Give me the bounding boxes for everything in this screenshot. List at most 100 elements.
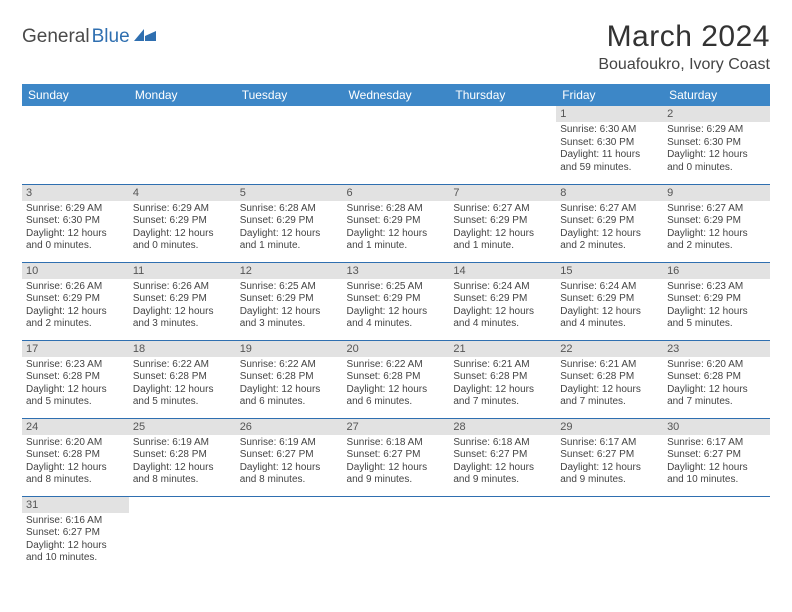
- calendar-cell: 2Sunrise: 6:29 AMSunset: 6:30 PMDaylight…: [663, 106, 770, 184]
- sunrise-text: Sunrise: 6:19 AM: [240, 437, 339, 450]
- calendar-cell: [236, 496, 343, 574]
- calendar-cell: 17 Sunrise: 6:23 AMSunset: 6:28 PMDayligh…: [22, 340, 129, 418]
- calendar-week-row: 10Sunrise: 6:26 AMSunset: 6:29 PMDayligh…: [22, 262, 770, 340]
- brand-flag-icon: [134, 27, 156, 48]
- calendar-cell: 3Sunrise: 6:29 AMSunset: 6:30 PMDaylight…: [22, 184, 129, 262]
- sunrise-text: Sunrise: 6:27 AM: [560, 203, 659, 216]
- sunset-text: Sunset: 6:28 PM: [26, 449, 125, 462]
- day-number: 26: [236, 419, 343, 435]
- sunrise-text: Sunrise: 6:21 AM: [560, 359, 659, 372]
- sunrise-text: Sunrise: 6:22 AM: [133, 359, 232, 372]
- sunset-text: Sunset: 6:29 PM: [26, 293, 125, 306]
- day-details: Sunrise: 6:19 AMSunset: 6:28 PMDaylight:…: [129, 435, 236, 491]
- day-number: 29: [556, 419, 663, 435]
- daylight-text: Daylight: 12 hours and 8 minutes.: [240, 462, 339, 487]
- sunrise-text: Sunrise: 6:20 AM: [667, 359, 766, 372]
- sunset-text: Sunset: 6:29 PM: [667, 293, 766, 306]
- day-number: 18: [129, 341, 236, 357]
- day-number: 4: [129, 185, 236, 201]
- day-details: Sunrise: 6:22 AMSunset: 6:28 PMDaylight:…: [236, 357, 343, 413]
- daylight-text: Daylight: 12 hours and 2 minutes.: [560, 228, 659, 253]
- daylight-text: Daylight: 12 hours and 9 minutes.: [560, 462, 659, 487]
- daylight-text: Daylight: 12 hours and 6 minutes.: [347, 384, 446, 409]
- day-details: Sunrise: 6:27 AMSunset: 6:29 PMDaylight:…: [449, 201, 556, 257]
- sunrise-text: Sunrise: 6:25 AM: [347, 281, 446, 294]
- day-number: 9: [663, 185, 770, 201]
- day-details: Sunrise: 6:22 AMSunset: 6:28 PMDaylight:…: [129, 357, 236, 413]
- calendar-cell: 6Sunrise: 6:28 AMSunset: 6:29 PMDaylight…: [343, 184, 450, 262]
- daylight-text: Daylight: 11 hours and 59 minutes.: [560, 149, 659, 174]
- sunrise-text: Sunrise: 6:20 AM: [26, 437, 125, 450]
- day-number: 21: [449, 341, 556, 357]
- weekday-header: Sunday: [22, 84, 129, 106]
- sunset-text: Sunset: 6:29 PM: [560, 293, 659, 306]
- calendar-cell: 11Sunrise: 6:26 AMSunset: 6:29 PMDayligh…: [129, 262, 236, 340]
- weekday-header: Friday: [556, 84, 663, 106]
- sunset-text: Sunset: 6:27 PM: [240, 449, 339, 462]
- day-number: 24: [22, 419, 129, 435]
- sunset-text: Sunset: 6:29 PM: [453, 293, 552, 306]
- day-number: 15: [556, 263, 663, 279]
- sunset-text: Sunset: 6:30 PM: [26, 215, 125, 228]
- calendar-cell: 29Sunrise: 6:17 AMSunset: 6:27 PMDayligh…: [556, 418, 663, 496]
- day-details: Sunrise: 6:29 AMSunset: 6:29 PMDaylight:…: [129, 201, 236, 257]
- daylight-text: Daylight: 12 hours and 3 minutes.: [240, 306, 339, 331]
- calendar-cell: 5Sunrise: 6:28 AMSunset: 6:29 PMDaylight…: [236, 184, 343, 262]
- month-title: March 2024: [598, 20, 770, 54]
- calendar-cell: 13Sunrise: 6:25 AMSunset: 6:29 PMDayligh…: [343, 262, 450, 340]
- day-number: 23: [663, 341, 770, 357]
- sunset-text: Sunset: 6:28 PM: [240, 371, 339, 384]
- calendar-table: SundayMondayTuesdayWednesdayThursdayFrid…: [22, 84, 770, 574]
- day-details: Sunrise: 6:26 AMSunset: 6:29 PMDaylight:…: [22, 279, 129, 335]
- day-number: 12: [236, 263, 343, 279]
- calendar-week-row: 31Sunrise: 6:16 AMSunset: 6:27 PMDayligh…: [22, 496, 770, 574]
- day-details: Sunrise: 6:17 AMSunset: 6:27 PMDaylight:…: [556, 435, 663, 491]
- sunrise-text: Sunrise: 6:24 AM: [453, 281, 552, 294]
- daylight-text: Daylight: 12 hours and 0 minutes.: [667, 149, 766, 174]
- calendar-cell: [236, 106, 343, 184]
- calendar-cell: 8Sunrise: 6:27 AMSunset: 6:29 PMDaylight…: [556, 184, 663, 262]
- sunrise-text: Sunrise: 6:19 AM: [133, 437, 232, 450]
- calendar-cell: 1Sunrise: 6:30 AMSunset: 6:30 PMDaylight…: [556, 106, 663, 184]
- brand-part2: Blue: [92, 26, 130, 48]
- day-details: Sunrise: 6:21 AMSunset: 6:28 PMDaylight:…: [449, 357, 556, 413]
- day-details: Sunrise: 6:20 AMSunset: 6:28 PMDaylight:…: [22, 435, 129, 491]
- day-number: 7: [449, 185, 556, 201]
- day-details: Sunrise: 6:20 AMSunset: 6:28 PMDaylight:…: [663, 357, 770, 413]
- day-details: Sunrise: 6:25 AMSunset: 6:29 PMDaylight:…: [343, 279, 450, 335]
- day-details: Sunrise: 6:27 AMSunset: 6:29 PMDaylight:…: [663, 201, 770, 257]
- sunrise-text: Sunrise: 6:22 AM: [347, 359, 446, 372]
- calendar-cell: 23Sunrise: 6:20 AMSunset: 6:28 PMDayligh…: [663, 340, 770, 418]
- day-number-empty: [343, 106, 450, 122]
- calendar-cell: 21Sunrise: 6:21 AMSunset: 6:28 PMDayligh…: [449, 340, 556, 418]
- day-number: 13: [343, 263, 450, 279]
- daylight-text: Daylight: 12 hours and 9 minutes.: [453, 462, 552, 487]
- day-number: 17: [22, 341, 129, 357]
- sunset-text: Sunset: 6:28 PM: [347, 371, 446, 384]
- daylight-text: Daylight: 12 hours and 5 minutes.: [26, 384, 125, 409]
- calendar-week-row: 17Sunrise: 6:23 AMSunset: 6:28 PMDayligh…: [22, 340, 770, 418]
- sunset-text: Sunset: 6:28 PM: [667, 371, 766, 384]
- sunset-text: Sunset: 6:28 PM: [133, 371, 232, 384]
- sunset-text: Sunset: 6:29 PM: [453, 215, 552, 228]
- calendar-cell: 28Sunrise: 6:18 AMSunset: 6:27 PMDayligh…: [449, 418, 556, 496]
- day-number: 30: [663, 419, 770, 435]
- sunrise-text: Sunrise: 6:27 AM: [453, 203, 552, 216]
- sunset-text: Sunset: 6:29 PM: [133, 215, 232, 228]
- calendar-cell: [449, 106, 556, 184]
- daylight-text: Daylight: 12 hours and 2 minutes.: [667, 228, 766, 253]
- sunset-text: Sunset: 6:27 PM: [453, 449, 552, 462]
- sunrise-text: Sunrise: 6:28 AM: [240, 203, 339, 216]
- day-number-empty: [236, 106, 343, 122]
- sunrise-text: Sunrise: 6:23 AM: [26, 359, 125, 372]
- sunset-text: Sunset: 6:28 PM: [26, 371, 125, 384]
- daylight-text: Daylight: 12 hours and 1 minute.: [240, 228, 339, 253]
- sunset-text: Sunset: 6:27 PM: [560, 449, 659, 462]
- calendar-cell: [129, 106, 236, 184]
- calendar-cell: [663, 496, 770, 574]
- calendar-cell: [343, 106, 450, 184]
- calendar-cell: 12Sunrise: 6:25 AMSunset: 6:29 PMDayligh…: [236, 262, 343, 340]
- daylight-text: Daylight: 12 hours and 0 minutes.: [26, 228, 125, 253]
- sunrise-text: Sunrise: 6:16 AM: [26, 515, 125, 528]
- calendar-cell: 15Sunrise: 6:24 AMSunset: 6:29 PMDayligh…: [556, 262, 663, 340]
